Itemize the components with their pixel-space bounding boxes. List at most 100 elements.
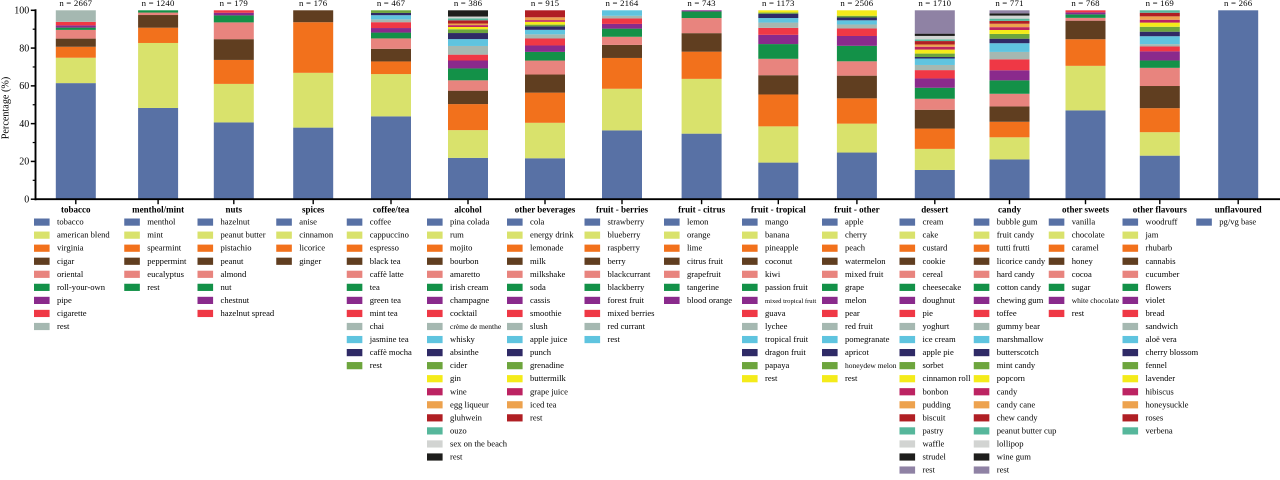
svg-text:bonbon: bonbon [923,386,949,396]
svg-text:grenadine: grenadine [530,360,564,370]
svg-text:orange: orange [687,230,711,240]
svg-text:american blend: american blend [57,230,110,240]
svg-text:hazelnut: hazelnut [221,217,251,227]
svg-text:cake: cake [923,230,939,240]
svg-text:n = 266: n = 266 [1224,0,1253,8]
svg-text:iced tea: iced tea [530,399,557,409]
svg-text:n = 169: n = 169 [1146,0,1175,8]
svg-text:spices: spices [302,205,325,215]
svg-text:chestnut: chestnut [221,295,250,305]
svg-text:licorice: licorice [299,243,325,253]
svg-text:cocoa: cocoa [1072,269,1092,279]
svg-text:amaretto: amaretto [450,269,480,279]
svg-text:20: 20 [19,157,29,168]
svg-text:n = 915: n = 915 [531,0,560,8]
svg-text:sex on the beach: sex on the beach [450,438,508,448]
svg-text:verbena: verbena [1146,425,1173,435]
svg-text:pistachio: pistachio [221,243,252,253]
svg-text:mint tea: mint tea [370,308,398,318]
svg-text:rest: rest [530,412,543,422]
svg-text:tutti frutti: tutti frutti [997,243,1031,253]
svg-text:cucumber: cucumber [1146,269,1180,279]
svg-text:n = 768: n = 768 [1071,0,1100,8]
svg-text:pg/vg base: pg/vg base [1219,217,1256,227]
svg-text:pina colada: pina colada [450,217,490,227]
svg-text:rest: rest [370,360,383,370]
svg-text:rest: rest [608,334,621,344]
svg-text:hazelnut spread: hazelnut spread [221,308,275,318]
svg-text:chewing gum: chewing gum [997,295,1044,305]
svg-text:n = 1710: n = 1710 [918,0,951,8]
svg-text:coconut: coconut [765,256,793,266]
svg-text:coffee: coffee [370,217,391,227]
svg-text:80: 80 [19,43,29,54]
svg-text:buttermilk: buttermilk [530,373,567,383]
svg-text:honeysuckle: honeysuckle [1146,399,1189,409]
svg-text:caffè latte: caffè latte [370,269,404,279]
svg-text:biscuit: biscuit [923,412,947,422]
svg-text:alcohol: alcohol [454,205,482,215]
svg-text:red currant: red currant [608,321,646,331]
svg-text:tangerine: tangerine [687,282,719,292]
svg-text:soda: soda [530,282,546,292]
svg-text:cinnamon roll: cinnamon roll [923,373,972,383]
svg-text:hard candy: hard candy [997,269,1036,279]
svg-text:Percentage (%): Percentage (%) [1,77,12,140]
svg-text:ouzo: ouzo [450,425,467,435]
svg-text:mixed fruit: mixed fruit [845,269,884,279]
svg-text:cherry: cherry [845,230,868,240]
svg-text:violet: violet [1146,295,1166,305]
svg-text:n = 386: n = 386 [454,0,483,8]
svg-text:peanut: peanut [221,256,245,266]
svg-text:hibiscus: hibiscus [1146,386,1175,396]
svg-text:apple: apple [845,217,864,227]
svg-text:ginger: ginger [299,256,321,266]
svg-text:guava: guava [765,308,786,318]
svg-text:coffee/tea: coffee/tea [373,205,410,215]
svg-text:doughnut: doughnut [923,295,956,305]
svg-text:cotton candy: cotton candy [997,282,1042,292]
svg-text:pineapple: pineapple [765,243,799,253]
svg-text:marshmallow: marshmallow [997,334,1045,344]
svg-text:mint: mint [147,230,163,240]
svg-text:candy cane: candy cane [997,399,1036,409]
svg-text:anise: anise [299,217,317,227]
svg-text:rest: rest [845,373,858,383]
svg-text:strudel: strudel [923,452,947,462]
svg-text:dessert: dessert [921,205,948,215]
svg-text:0: 0 [24,195,29,206]
svg-text:berry: berry [608,256,627,266]
svg-text:ice cream: ice cream [923,334,956,344]
svg-text:blackberry: blackberry [608,282,645,292]
svg-text:cassis: cassis [530,295,551,305]
svg-text:n = 2667: n = 2667 [59,0,92,8]
svg-text:crème de menthe: crème de menthe [450,322,502,331]
svg-text:roses: roses [1146,412,1164,422]
svg-text:pear: pear [845,308,860,318]
svg-text:wine gum: wine gum [997,452,1031,462]
svg-text:cocktail: cocktail [450,308,478,318]
svg-text:citrus fruit: citrus fruit [687,256,724,266]
svg-text:fennel: fennel [1146,360,1168,370]
svg-text:fruit - berries: fruit - berries [596,205,648,215]
svg-text:pastry: pastry [923,425,945,435]
svg-text:strawberry: strawberry [608,217,645,227]
svg-text:aloë vera: aloë vera [1146,334,1177,344]
svg-text:fruit - other: fruit - other [834,205,879,215]
svg-text:cannabis: cannabis [1146,256,1177,266]
svg-text:cream: cream [923,217,944,227]
svg-text:red fruit: red fruit [845,321,874,331]
svg-text:sorbet: sorbet [923,360,945,370]
svg-text:jam: jam [1145,230,1159,240]
svg-text:other beverages: other beverages [515,205,576,215]
svg-text:woodruff: woodruff [1146,217,1178,227]
svg-text:apple juice: apple juice [530,334,568,344]
svg-text:tobacco: tobacco [61,205,91,215]
svg-text:gin: gin [450,373,462,383]
svg-text:toffee: toffee [997,308,1017,318]
svg-text:rum: rum [450,230,464,240]
svg-text:blood orange: blood orange [687,295,732,305]
svg-text:peanut butter: peanut butter [221,230,266,240]
svg-text:custard: custard [923,243,949,253]
svg-text:dragon fruit: dragon fruit [765,347,806,357]
